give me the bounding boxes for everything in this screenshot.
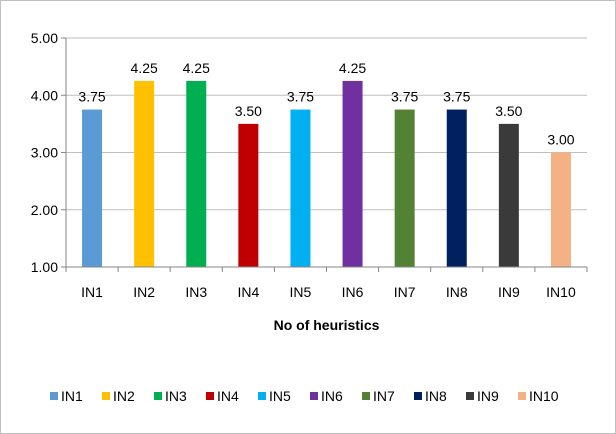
legend-label: IN9 bbox=[477, 388, 499, 404]
y-tick-label: 5.00 bbox=[31, 30, 58, 46]
bar-in3 bbox=[186, 80, 207, 267]
y-tick-label: 3.00 bbox=[31, 145, 58, 161]
data-label: 4.25 bbox=[183, 60, 210, 76]
legend-swatch bbox=[466, 392, 474, 400]
y-tick-label: 1.00 bbox=[31, 259, 58, 275]
legend-swatch bbox=[310, 392, 318, 400]
x-axis-title: No of heuristics bbox=[274, 317, 380, 333]
legend-swatch bbox=[362, 392, 370, 400]
x-tick-label: IN6 bbox=[342, 284, 364, 300]
legend-label: IN3 bbox=[165, 388, 187, 404]
data-label: 3.75 bbox=[78, 89, 105, 105]
x-tick-label: IN3 bbox=[185, 284, 207, 300]
data-label: 3.00 bbox=[547, 132, 574, 148]
data-label: 4.25 bbox=[131, 60, 158, 76]
legend-label: IN5 bbox=[269, 388, 291, 404]
bar-in9 bbox=[498, 123, 519, 267]
data-label: 4.25 bbox=[339, 60, 366, 76]
legend-label: IN8 bbox=[425, 388, 447, 404]
data-label: 3.75 bbox=[443, 89, 470, 105]
legend-swatch bbox=[414, 392, 422, 400]
legend-swatch bbox=[154, 392, 162, 400]
bar-in8 bbox=[446, 109, 467, 267]
bar-in2 bbox=[134, 80, 155, 267]
legend-label: IN1 bbox=[61, 388, 83, 404]
legend-label: IN7 bbox=[373, 388, 395, 404]
x-tick-label: IN7 bbox=[394, 284, 416, 300]
bar-in10 bbox=[550, 152, 571, 267]
data-label: 3.50 bbox=[235, 103, 262, 119]
data-label: 3.75 bbox=[391, 89, 418, 105]
axes: 1.00 2.00 3.00 4.00 5.00 IN1 IN2 IN3 IN4 IN5 IN6 IN… bbox=[31, 30, 588, 300]
bar-in1 bbox=[82, 109, 103, 267]
legend-label: IN10 bbox=[529, 388, 559, 404]
y-tick-label: 2.00 bbox=[31, 202, 58, 218]
bars bbox=[82, 80, 571, 267]
bar-in7 bbox=[394, 109, 415, 267]
x-tick-label: IN4 bbox=[237, 284, 259, 300]
legend-label: IN2 bbox=[113, 388, 135, 404]
y-tick-label: 4.00 bbox=[31, 87, 58, 103]
bar-in4 bbox=[238, 123, 259, 267]
legend-label: IN4 bbox=[217, 388, 239, 404]
data-label: 3.50 bbox=[495, 103, 522, 119]
data-label: 3.75 bbox=[287, 89, 314, 105]
legend-label: IN6 bbox=[321, 388, 343, 404]
legend-swatch bbox=[102, 392, 110, 400]
legend-swatch bbox=[50, 392, 58, 400]
x-tick-label: IN1 bbox=[81, 284, 103, 300]
legend-swatch bbox=[258, 392, 266, 400]
legend-swatch bbox=[518, 392, 526, 400]
data-labels: 3.75 4.25 4.25 3.50 3.75 4.25 3.75 3.75 3.50 3.00 bbox=[78, 60, 574, 148]
x-tick-label: IN8 bbox=[446, 284, 468, 300]
x-tick-label: IN2 bbox=[133, 284, 155, 300]
bar-in5 bbox=[290, 109, 311, 267]
legend-swatch bbox=[206, 392, 214, 400]
x-tick-label: IN5 bbox=[290, 284, 312, 300]
legend: IN1 IN2 IN3 IN4 IN5 IN6 IN7 IN8 IN9 IN10 bbox=[50, 388, 559, 404]
x-tick-label: IN10 bbox=[546, 284, 576, 300]
x-tick-label: IN9 bbox=[498, 284, 520, 300]
bar-in6 bbox=[342, 80, 363, 267]
